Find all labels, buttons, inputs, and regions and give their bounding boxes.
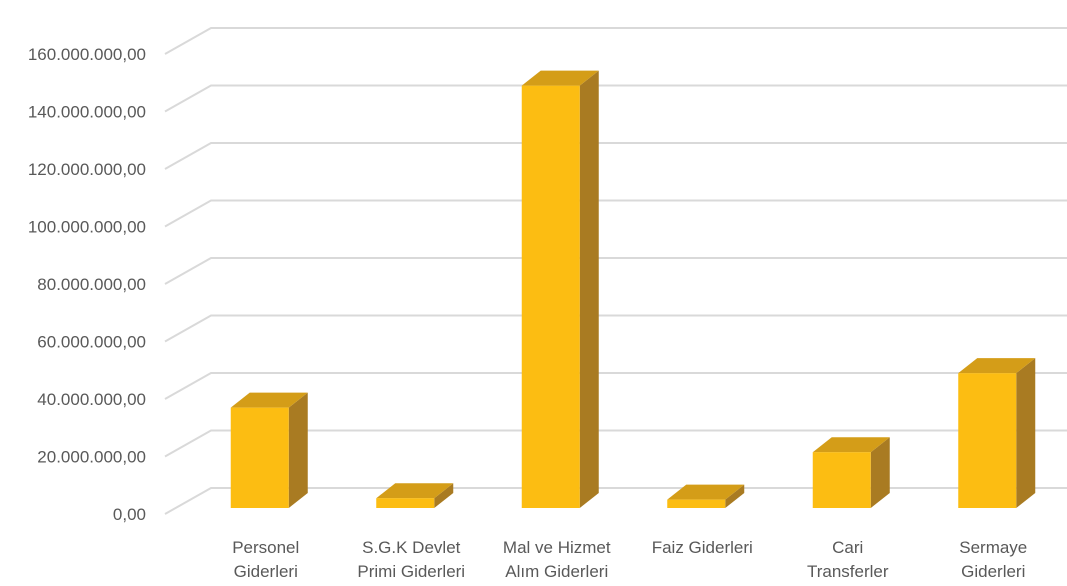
gridlines <box>164 27 1067 515</box>
bar-side-face <box>725 484 745 508</box>
bar-side-face <box>434 483 454 508</box>
gridline <box>164 314 1067 343</box>
x-category-label: Cari Transferler <box>807 538 889 581</box>
bar-side-face <box>1016 358 1036 508</box>
bar <box>812 437 890 508</box>
gridline <box>164 429 1067 458</box>
y-tick-label: 160.000.000,00 <box>28 45 146 64</box>
x-category-label: Personel Giderleri <box>232 538 299 581</box>
gridline <box>164 257 1067 285</box>
bar <box>230 392 308 508</box>
bar-front-face <box>958 373 1017 508</box>
y-tick-label: 20.000.000,00 <box>37 448 146 467</box>
bar-front-face <box>521 85 580 508</box>
bar-front-face <box>376 498 435 508</box>
bar <box>958 358 1036 508</box>
gridline <box>164 372 1067 400</box>
y-tick-label: 60.000.000,00 <box>37 333 146 352</box>
y-tick-label: 40.000.000,00 <box>37 390 146 409</box>
gridline <box>164 142 1067 170</box>
bar-side-face <box>288 392 308 508</box>
bar-top-face <box>667 484 745 500</box>
x-category-label: Sermaye Giderleri <box>959 538 1027 581</box>
bar-front-face <box>230 407 289 508</box>
bar-top-face <box>230 392 308 408</box>
gridline <box>164 84 1067 113</box>
bar <box>376 483 454 508</box>
y-tick-label: 0,00 <box>113 505 146 524</box>
bar-side-face <box>870 437 890 508</box>
y-tick-label: 120.000.000,00 <box>28 160 146 179</box>
x-axis-category-labels: Personel Giderleri S.G.K Devlet Primi Gider… <box>232 538 1027 581</box>
gridline <box>164 199 1067 228</box>
y-axis-tick-labels: 0,00 20.000.000,00 40.000.000,00 60.000.000… <box>28 45 146 524</box>
x-category-label: S.G.K Devlet Primi Giderleri <box>357 538 465 581</box>
bar <box>521 70 599 508</box>
bar-front-face <box>812 452 871 508</box>
y-tick-label: 80.000.000,00 <box>37 275 146 294</box>
bar-front-face <box>667 499 726 508</box>
bar-top-face <box>958 358 1036 374</box>
y-tick-label: 140.000.000,00 <box>28 103 146 122</box>
x-category-label: Mal ve Hizmet Alım Giderleri <box>503 538 611 581</box>
bar <box>667 484 745 508</box>
bar-top-face <box>521 70 599 86</box>
y-tick-label: 100.000.000,00 <box>28 218 146 237</box>
x-category-label: Faiz Giderleri <box>652 538 753 557</box>
gridline <box>164 487 1067 515</box>
bar-top-face <box>812 437 890 453</box>
gridline <box>164 27 1067 55</box>
bar-top-face <box>376 483 454 499</box>
bar-side-face <box>579 70 599 508</box>
bars <box>230 70 1036 508</box>
